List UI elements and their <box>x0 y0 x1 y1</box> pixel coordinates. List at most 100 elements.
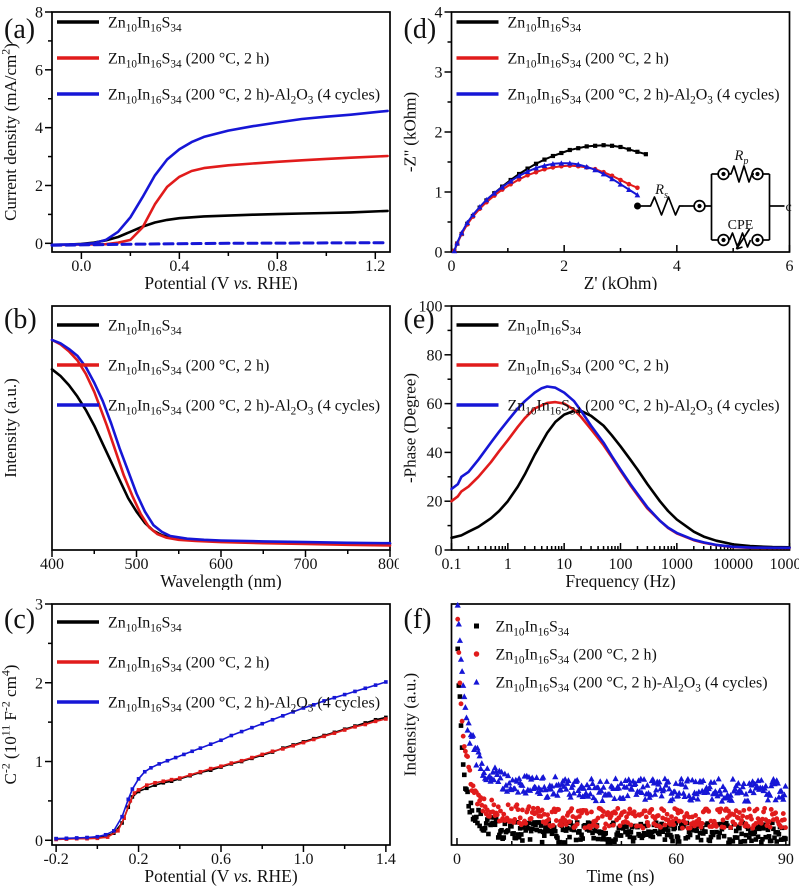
x-tick-label: 1.4 <box>376 851 396 868</box>
legend-label: Zn10In16S34 (200 °C, 2 h) <box>508 358 669 378</box>
legend-b <box>57 323 99 407</box>
x-tick-label: 6 <box>786 258 794 275</box>
y-tick-label: 0 <box>35 236 43 253</box>
y-tick-label: 8 <box>35 5 43 22</box>
x-tick-label: 500 <box>125 556 149 573</box>
x-tick-label: 0.8 <box>267 258 287 275</box>
x-tick-label: 0.0 <box>71 258 91 275</box>
y-axis-title: Indensity (a.u.) <box>401 673 420 776</box>
y-tick-label: 20 <box>427 494 443 511</box>
chart-c-mott-schottky: -0.2 0.2 0.6 1.0 1.4 0 1 2 3 Potential (V vs. RHE… <box>0 597 396 887</box>
x-tick-label: 0.1 <box>442 556 462 573</box>
y-tick-label: 6 <box>35 62 43 79</box>
chart-f-trpl: 0 30 60 90 Time (ns) Indensity (a.u.) (f) Zn10I… <box>401 601 794 886</box>
y-tick-label: 4 <box>435 5 443 22</box>
y-axis-title: -Z'' (kOhm) <box>401 92 420 172</box>
legend-label: Zn10In16S34 (200 °C, 2 h)-Al2O3 (4 cycle… <box>508 398 780 418</box>
series-blue <box>454 601 789 804</box>
x-tick-label: 2 <box>560 258 568 275</box>
x-tick-label: 4 <box>673 258 681 275</box>
legend-label: Zn10In16S34 <box>108 318 182 338</box>
markers-blue <box>54 680 388 841</box>
panel-c: -0.2 0.2 0.6 1.0 1.4 0 1 2 3 Potential (V vs. RHE… <box>0 590 399 891</box>
legend-e <box>456 323 499 407</box>
y-tick-label: 80 <box>427 347 443 364</box>
legend-label: Zn10In16S34 (200 °C, 2 h) <box>496 647 657 667</box>
series-red <box>450 400 791 550</box>
equivalent-circuit-inset <box>634 165 785 250</box>
panel-tag: (b) <box>4 304 37 335</box>
x-tick-label: 1.2 <box>365 258 385 275</box>
x-tick-label: -0.2 <box>43 851 68 868</box>
series-group-f <box>454 601 789 846</box>
panel-f: 0 30 60 90 Time (ns) Indensity (a.u.) (f) Zn10I… <box>399 590 799 891</box>
panel-tag: (e) <box>404 304 435 335</box>
x-tick-label: 1.0 <box>293 851 313 868</box>
x-tick-label: 100 <box>609 556 633 573</box>
panel-a: 0.0 0.4 0.8 1.2 0 2 4 6 8 Potential (V vs. RHE) Cu… <box>0 0 399 290</box>
y-tick-label: 40 <box>427 445 443 462</box>
chart-a-lsv: 0.0 0.4 0.8 1.2 0 2 4 6 8 Potential (V vs. RHE) Cu… <box>0 5 391 290</box>
x-tick-label: 1 <box>504 556 512 573</box>
x-tick-label: 90 <box>778 851 794 868</box>
y-tick-label: 0 <box>435 543 443 560</box>
circuit-cpe-label: CPE <box>728 218 754 233</box>
chart-e-bode: 0.111010010001000010000020406080100Frequ… <box>401 299 799 591</box>
legend-label: Zn10In16S34 (200 °C, 2 h)-Al2O3 (4 cycle… <box>108 87 380 107</box>
x-tick-label: 1000 <box>661 556 693 573</box>
x-axis-title: Wavelength (nm) <box>160 571 282 590</box>
legend-c <box>57 620 99 704</box>
panel-tag: (f) <box>404 604 432 635</box>
circuit-terminal-label: c <box>786 200 792 215</box>
series-red <box>55 718 387 841</box>
markers-blue <box>451 160 641 254</box>
series-group-c <box>54 680 388 842</box>
series-red <box>455 616 788 831</box>
panel-tag: (d) <box>404 14 437 45</box>
x-axis-title: Z' (kOhm) <box>584 273 658 290</box>
x-tick-label: 700 <box>294 556 318 573</box>
series-group-e <box>450 385 791 550</box>
y-axis-title: Intensity (a.u.) <box>1 378 20 478</box>
x-tick-label: 600 <box>209 556 233 573</box>
y-axis-title: -Phase (Degree) <box>401 373 420 483</box>
x-tick-label: 0.2 <box>129 851 149 868</box>
legend-f <box>473 623 480 685</box>
x-tick-label: 0.4 <box>169 258 189 275</box>
legend-label: Zn10In16S34 <box>496 619 570 639</box>
y-tick-label: 3 <box>35 597 43 614</box>
legend-a <box>57 20 99 96</box>
chart-b-uvvis: 400 500 600 700 800 Wavelength (nm) Intensity … <box>1 304 399 590</box>
legend-label: Zn10In16S34 (200 °C, 2 h) <box>508 51 669 71</box>
x-axis-title: Time (ns) <box>587 866 655 886</box>
legend-d <box>456 20 499 96</box>
axes-a <box>45 11 391 259</box>
y-tick-label: 2 <box>35 675 43 692</box>
legend-label: Zn10In16S34 <box>108 15 182 35</box>
circuit-rp-label: Rp <box>734 148 749 167</box>
markers-red <box>54 717 388 842</box>
legend-label: Zn10In16S34 (200 °C, 2 h) <box>108 51 269 71</box>
legend-label: Zn10In16S34 (200 °C, 2 h)-Al2O3 (4 cycle… <box>108 398 380 418</box>
legend-label: Zn10In16S34 <box>508 15 582 35</box>
x-tick-label: 10000 <box>770 556 799 573</box>
series-red <box>50 154 389 247</box>
y-tick-label: 100 <box>419 299 443 316</box>
series-blue <box>450 385 791 550</box>
chart-d-nyquist: 0 2 4 6 0 1 2 3 4 Z' (kOhm) -Z'' (kOhm) (d) Zn10In16… <box>401 5 794 291</box>
x-axis-title: Potential (V vs. RHE) <box>144 273 297 290</box>
legend-label: Zn10In16S34 <box>508 318 582 338</box>
x-tick-label: 800 <box>378 556 399 573</box>
series-blue <box>50 109 389 247</box>
x-tick-label: 60 <box>668 851 684 868</box>
x-tick-label: 10000 <box>713 556 753 573</box>
x-tick-label: 400 <box>40 556 64 573</box>
axes-f <box>450 603 791 846</box>
panel-e: 0.111010010001000010000020406080100Frequ… <box>399 290 799 591</box>
legend-label: Zn10In16S34 <box>108 615 182 635</box>
axes-d <box>444 11 791 253</box>
legend-label: Zn10In16S34 (200 °C, 2 h) <box>108 358 269 378</box>
x-tick-label: 0.6 <box>211 851 231 868</box>
y-axis-title: Current density (mA/cm2) <box>0 43 20 221</box>
